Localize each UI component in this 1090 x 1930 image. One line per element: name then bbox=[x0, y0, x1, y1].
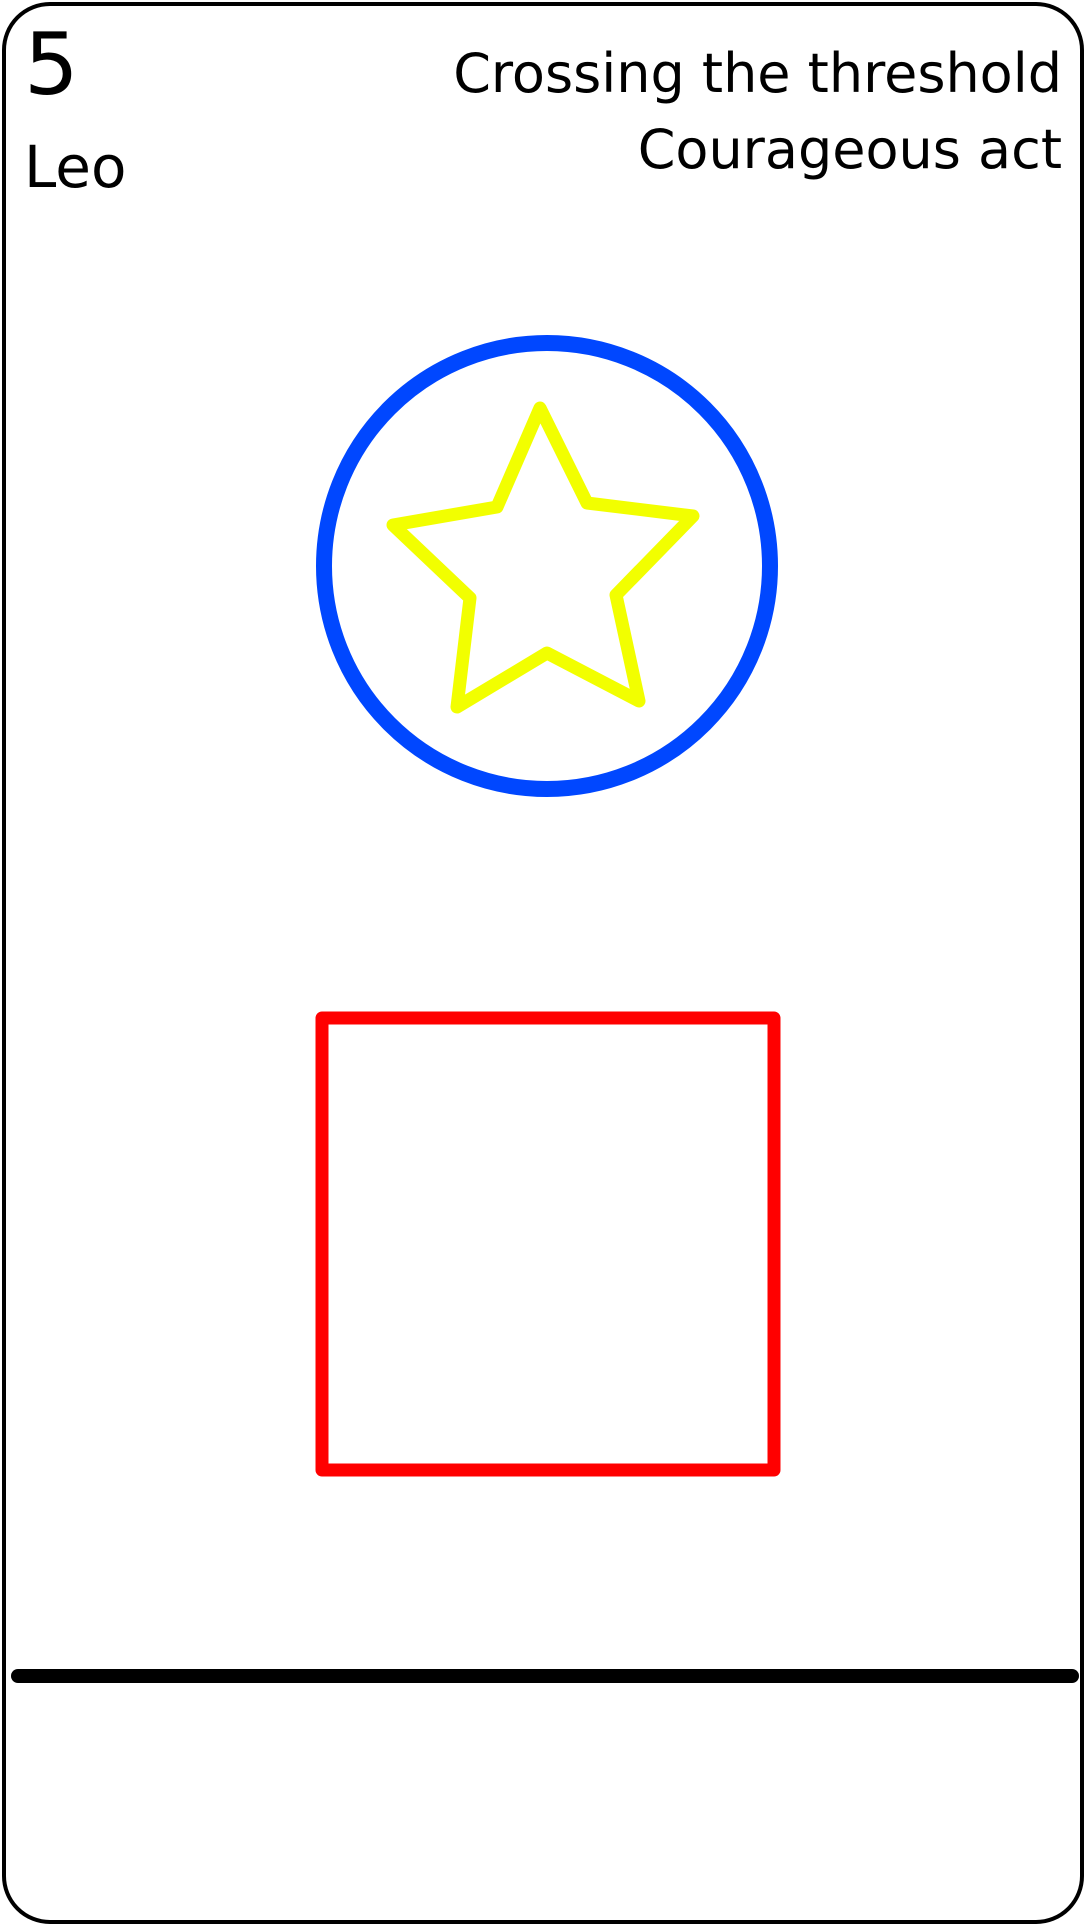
card-title: Crossing the threshold bbox=[453, 42, 1062, 105]
star-icon bbox=[386, 401, 700, 714]
card-number: 5 bbox=[24, 15, 79, 115]
square-icon bbox=[315, 1011, 781, 1477]
card-subtitle: Courageous act bbox=[637, 118, 1062, 181]
card-titles: Crossing the threshold Courageous act bbox=[453, 36, 1062, 188]
circle-icon bbox=[316, 335, 778, 797]
card-sign: Leo bbox=[24, 133, 127, 201]
